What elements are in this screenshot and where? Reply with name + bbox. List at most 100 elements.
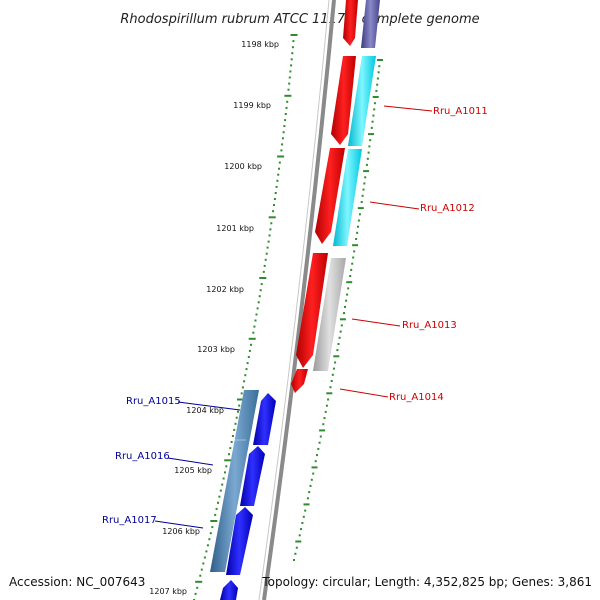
gene-label-rru-a1015[interactable]: Rru_A1015 <box>126 396 181 407</box>
gene-blue-4[interactable] <box>220 580 238 600</box>
kbp-label: 1204 kbp <box>186 406 224 415</box>
gene-grey[interactable] <box>313 258 346 371</box>
major-tick <box>248 337 256 340</box>
minor-tick <box>365 163 368 166</box>
major-tick <box>259 277 267 279</box>
gene-cyan-1[interactable] <box>348 56 376 146</box>
minor-tick <box>343 312 345 315</box>
minor-tick <box>368 145 371 148</box>
minor-tick <box>306 497 309 500</box>
minor-tick <box>284 113 287 115</box>
major-tick <box>290 34 298 36</box>
minor-tick <box>256 307 259 310</box>
gene-label-rru-a1013[interactable]: Rru_A1013 <box>402 320 457 331</box>
minor-tick <box>318 441 321 444</box>
minor-tick <box>205 550 208 553</box>
minor-tick <box>331 373 334 376</box>
minor-tick <box>209 532 212 535</box>
minor-tick <box>346 293 349 296</box>
gene-blue-2[interactable] <box>240 446 265 506</box>
minor-tick <box>314 460 317 463</box>
minor-tick <box>323 417 326 419</box>
minor-tick <box>349 275 352 277</box>
gene-label-rru-a1016[interactable]: Rru_A1016 <box>115 451 170 462</box>
major-tick <box>368 133 374 136</box>
gene-label-rru-a1011[interactable]: Rru_A1011 <box>433 106 488 117</box>
gene-red-2[interactable] <box>331 56 356 145</box>
minor-tick <box>277 173 280 176</box>
minor-tick <box>241 386 244 389</box>
minor-tick <box>376 77 379 80</box>
minor-tick <box>284 119 287 122</box>
major-tick <box>311 466 318 469</box>
major-tick <box>377 59 383 61</box>
gene-blue-1[interactable] <box>253 393 276 445</box>
major-tick <box>210 520 218 522</box>
gene-cyan-2[interactable] <box>333 149 362 246</box>
major-tick <box>268 216 276 219</box>
minor-tick <box>312 472 315 475</box>
major-tick <box>319 429 326 432</box>
major-tick <box>339 318 346 321</box>
minor-tick <box>203 556 206 559</box>
minor-tick <box>357 225 359 228</box>
minor-tick <box>356 231 359 234</box>
minor-tick <box>247 356 250 358</box>
minor-tick <box>360 201 363 203</box>
minor-tick <box>292 40 295 43</box>
minor-tick <box>308 491 311 494</box>
minor-tick <box>373 102 376 105</box>
minor-tick <box>233 428 236 431</box>
kbp-label: 1202 kbp <box>206 285 244 294</box>
minor-tick <box>300 528 302 531</box>
minor-tick <box>295 546 298 549</box>
minor-tick <box>367 151 370 154</box>
gene-red-3[interactable] <box>315 148 345 244</box>
minor-tick <box>370 126 373 129</box>
gene-label-group-right: Rru_A1011 Rru_A1012 Rru_A1013 Rru_A1014 <box>339 105 488 403</box>
minor-tick <box>194 592 197 595</box>
topology-text: Topology: circular; Length: 4,352,825 bp… <box>261 575 592 589</box>
minor-tick <box>285 106 288 109</box>
gene-blue-3[interactable] <box>226 507 253 575</box>
minor-tick <box>322 423 325 426</box>
minor-tick <box>316 454 318 457</box>
kbp-label: 1203 kbp <box>197 345 235 354</box>
gene-purple[interactable] <box>361 0 380 48</box>
minor-tick <box>244 374 247 377</box>
major-tick <box>195 580 203 583</box>
minor-tick <box>355 238 358 240</box>
minor-tick <box>260 283 263 286</box>
minor-tick <box>221 483 224 486</box>
gene-label-rru-a1012[interactable]: Rru_A1012 <box>420 203 475 214</box>
minor-tick <box>310 478 313 481</box>
minor-tick <box>274 192 277 194</box>
minor-tick <box>338 336 341 339</box>
minor-tick <box>286 100 289 103</box>
gene-label-rru-a1014[interactable]: Rru_A1014 <box>389 392 444 403</box>
gene-steel-blue[interactable] <box>210 390 259 572</box>
minor-tick <box>222 477 225 480</box>
gene-label-rru-a1017[interactable]: Rru_A1017 <box>102 515 157 526</box>
gene-red-5[interactable] <box>291 369 308 393</box>
minor-tick <box>231 435 234 437</box>
gene-red-1[interactable] <box>343 0 358 46</box>
minor-tick <box>327 398 330 401</box>
minor-tick <box>272 210 275 213</box>
kbp-tick-track <box>193 34 298 600</box>
major-tick <box>326 392 333 395</box>
major-tick <box>224 459 232 462</box>
major-tick <box>284 94 292 97</box>
kbp-label: 1207 kbp <box>149 587 187 596</box>
minor-tick <box>252 331 255 334</box>
minor-tick <box>329 386 332 389</box>
minor-tick <box>298 534 301 537</box>
major-tick <box>277 155 285 158</box>
minor-tick <box>377 71 380 74</box>
minor-tick <box>199 574 202 577</box>
minor-tick <box>347 287 350 290</box>
minor-tick <box>340 324 343 327</box>
gene-red-4[interactable] <box>296 253 328 368</box>
minor-tick <box>337 343 340 345</box>
minor-tick <box>333 367 335 370</box>
